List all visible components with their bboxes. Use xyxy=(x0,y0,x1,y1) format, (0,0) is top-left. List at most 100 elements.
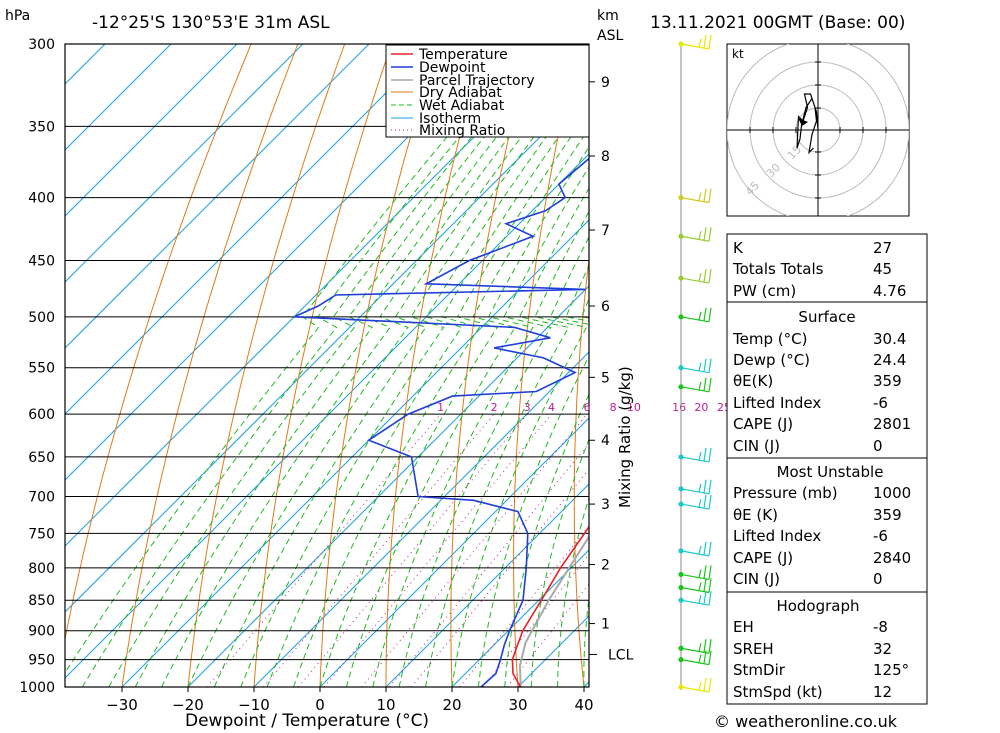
wet-adiabat-line xyxy=(240,62,589,687)
hodo-stmspd-value: 12 xyxy=(873,683,892,701)
mixing-ratio-label: 16 xyxy=(672,401,686,414)
wet-adiabat-line xyxy=(266,77,589,687)
temperature-tick-label: −20 xyxy=(172,696,204,714)
mu-title: Most Unstable xyxy=(777,463,884,481)
wind-barb xyxy=(678,677,712,693)
stat-k-value: 27 xyxy=(873,239,892,257)
wet-adiabat-line xyxy=(398,166,589,687)
dry-adiabat-line xyxy=(65,44,252,642)
mixing-ratio-line xyxy=(459,525,589,687)
height-km-label: 1 xyxy=(601,617,610,633)
mu-cape-value: 2840 xyxy=(873,549,911,567)
wind-barb xyxy=(678,227,712,242)
height-km-label: 3 xyxy=(601,497,610,513)
height-unit-asl: ASL xyxy=(597,28,623,44)
isotherm-line xyxy=(65,44,238,217)
mu-pressure-label: Pressure (mb) xyxy=(733,484,838,502)
height-km-label: 6 xyxy=(601,299,610,315)
temperature-tick-label: −30 xyxy=(106,696,138,714)
surface-thetae-label: θE(K) xyxy=(733,372,773,390)
station-location: -12°25'S 130°53'E 31m ASL xyxy=(92,13,330,33)
pressure-tick-label: 850 xyxy=(28,593,55,609)
mu-cin-label: CIN (J) xyxy=(733,570,780,588)
mu-li-value: -6 xyxy=(873,527,888,545)
mu-cin-value: 0 xyxy=(873,570,883,588)
pressure-unit-label: hPa xyxy=(5,8,30,24)
pressure-tick-label: 700 xyxy=(28,490,55,506)
temperature-tick-label: 30 xyxy=(508,696,527,714)
hodo-stmdir-label: StmDir xyxy=(733,661,786,679)
legend-parcel: Parcel Trajectory xyxy=(419,73,535,89)
temperature-tick-label: −10 xyxy=(238,696,270,714)
height-km-label: 4 xyxy=(601,433,610,449)
dry-adiabat-line xyxy=(187,44,346,687)
legend-wet-adiabat: Wet Adiabat xyxy=(419,98,505,114)
wind-barb xyxy=(678,639,712,654)
pressure-tick-label: 300 xyxy=(28,37,55,53)
isotherm-line xyxy=(385,483,589,687)
wet-adiabat-line xyxy=(345,127,589,687)
storm-motion-arrow xyxy=(798,118,808,126)
surface-dewp-value: 24.4 xyxy=(873,351,906,369)
wind-barb xyxy=(678,447,712,463)
wind-barb xyxy=(678,591,712,606)
mixing-ratio-label: 4 xyxy=(548,401,555,414)
wind-barb xyxy=(678,565,712,581)
hodo-stats-title: Hodograph xyxy=(776,597,859,615)
legend: Temperature Dewpoint Parcel Trajectory D… xyxy=(385,44,590,139)
stat-tt-value: 45 xyxy=(873,260,892,278)
pressure-tick-label: 800 xyxy=(28,561,55,577)
wet-adiabat-line xyxy=(81,44,538,687)
dewpoint-profile xyxy=(293,157,589,687)
mu-thetae-label: θE (K) xyxy=(733,506,778,524)
surface-cape-label: CAPE (J) xyxy=(733,415,793,433)
mu-thetae-value: 359 xyxy=(873,506,902,524)
pressure-tick-label: 950 xyxy=(28,653,55,669)
isotherm-line xyxy=(65,153,589,679)
hodo-stmspd-label: StmSpd (kt) xyxy=(733,683,823,701)
wet-adiabat-line xyxy=(187,44,582,687)
mixing-ratio-label: 8 xyxy=(610,401,617,414)
plot-frame xyxy=(64,43,590,688)
legend-dewpoint: Dewpoint xyxy=(419,60,486,76)
pressure-tick-label: 1000 xyxy=(19,680,55,696)
dry-adiabat-line xyxy=(253,44,392,687)
dry-adiabat-line xyxy=(121,44,299,687)
surface-thetae-value: 359 xyxy=(873,372,902,390)
stat-k-label: K xyxy=(733,239,744,257)
hodo-eh-label: EH xyxy=(733,618,754,636)
wet-adiabat-line xyxy=(372,146,589,687)
x-axis-title: Dewpoint / Temperature (°C) xyxy=(185,711,429,731)
wind-barb xyxy=(678,578,712,594)
legend-dry-adiabat: Dry Adiabat xyxy=(419,85,502,101)
isotherm-line xyxy=(65,44,304,283)
dry-adiabat-line xyxy=(951,44,1000,687)
isotherm-line xyxy=(65,87,589,613)
wet-adiabat-line xyxy=(134,44,560,687)
height-km-label: 8 xyxy=(601,149,610,165)
mu-pressure-value: 1000 xyxy=(873,484,911,502)
wet-adiabat-line xyxy=(161,44,571,687)
isotherm-line xyxy=(253,351,589,687)
isotherm-line xyxy=(65,44,172,151)
legend-isotherm: Isotherm xyxy=(419,111,481,127)
wind-barb xyxy=(678,479,712,495)
height-km-label: 7 xyxy=(601,223,610,239)
sounding-datetime: 13.11.2021 00GMT (Base: 00) xyxy=(650,13,905,33)
wind-barb xyxy=(678,377,712,393)
copyright-link[interactable]: © weatheronline.co.uk xyxy=(714,712,898,731)
pressure-tick-label: 550 xyxy=(28,361,55,377)
isotherm-line xyxy=(65,44,436,415)
isotherm-line xyxy=(187,285,589,687)
wind-barb xyxy=(678,268,712,284)
height-km-label: 5 xyxy=(601,370,610,386)
surface-li-label: Lifted Index xyxy=(733,394,821,412)
surface-li-value: -6 xyxy=(873,394,888,412)
pressure-tick-label: 450 xyxy=(28,254,55,270)
mixing-ratio-label: 2 xyxy=(491,401,498,414)
isotherm-line xyxy=(451,549,589,687)
axis-labels: 3003504004505005506006507007508008509009… xyxy=(19,37,633,714)
pressure-tick-label: 500 xyxy=(28,310,55,326)
wind-barbs xyxy=(678,34,712,693)
